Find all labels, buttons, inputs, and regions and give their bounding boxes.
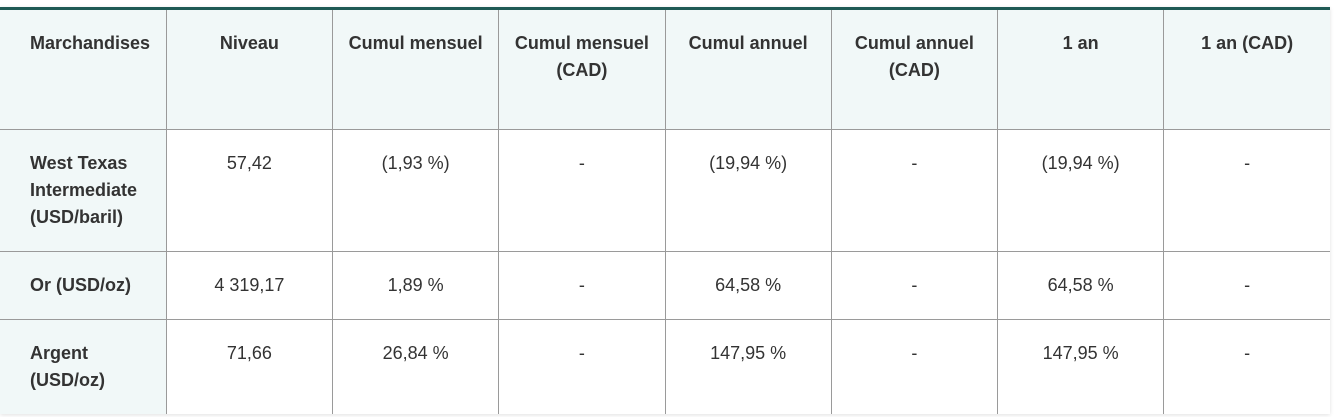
table-cell: 147,95 % [996, 319, 1165, 414]
header-row: Marchandises Niveau Cumul mensuel Cumul … [0, 8, 1330, 130]
table-cell: - [830, 251, 999, 320]
table-cell: (1,93 %) [331, 129, 500, 252]
table-cell: - [1163, 251, 1330, 320]
table-cell: - [1163, 129, 1330, 252]
table-cell: 4 319,17 [165, 251, 334, 320]
table-cell: (19,94 %) [664, 129, 832, 252]
table-cell: 57,42 [165, 129, 334, 252]
table-cell: - [498, 251, 666, 320]
table-cell: 1,89 % [331, 251, 500, 320]
table-cell: - [1163, 319, 1330, 414]
table-cell: 147,95 % [664, 319, 832, 414]
commodities-table: Marchandises Niveau Cumul mensuel Cumul … [0, 7, 1330, 414]
table-row: Argent (USD/oz) 71,66 26,84 % - 147,95 %… [0, 319, 1330, 414]
header-niveau: Niveau [165, 8, 334, 130]
row-label: Or (USD/oz) [0, 251, 167, 320]
table-cell: 26,84 % [331, 319, 500, 414]
table-cell: 64,58 % [996, 251, 1165, 320]
header-1-an-cad: 1 an (CAD) [1163, 8, 1330, 130]
table-row: Or (USD/oz) 4 319,17 1,89 % - 64,58 % - … [0, 251, 1330, 320]
commodities-table-container: Marchandises Niveau Cumul mensuel Cumul … [0, 7, 1330, 414]
row-label: West Texas Intermediate (USD/baril) [0, 129, 167, 252]
table-cell: - [498, 319, 666, 414]
table-cell: - [498, 129, 666, 252]
table-cell: - [830, 129, 999, 252]
row-label: Argent (USD/oz) [0, 319, 167, 414]
header-marchandises: Marchandises [0, 8, 167, 130]
table-cell: - [830, 319, 999, 414]
table-row: West Texas Intermediate (USD/baril) 57,4… [0, 129, 1330, 252]
header-cumul-mensuel-cad: Cumul mensuel (CAD) [498, 8, 666, 130]
header-cumul-mensuel: Cumul mensuel [331, 8, 500, 130]
table-cell: 64,58 % [664, 251, 832, 320]
header-cumul-annuel: Cumul annuel [664, 8, 832, 130]
header-1-an: 1 an [996, 8, 1165, 130]
table-cell: (19,94 %) [996, 129, 1165, 252]
table-cell: 71,66 [165, 319, 334, 414]
header-cumul-annuel-cad: Cumul annuel (CAD) [830, 8, 999, 130]
